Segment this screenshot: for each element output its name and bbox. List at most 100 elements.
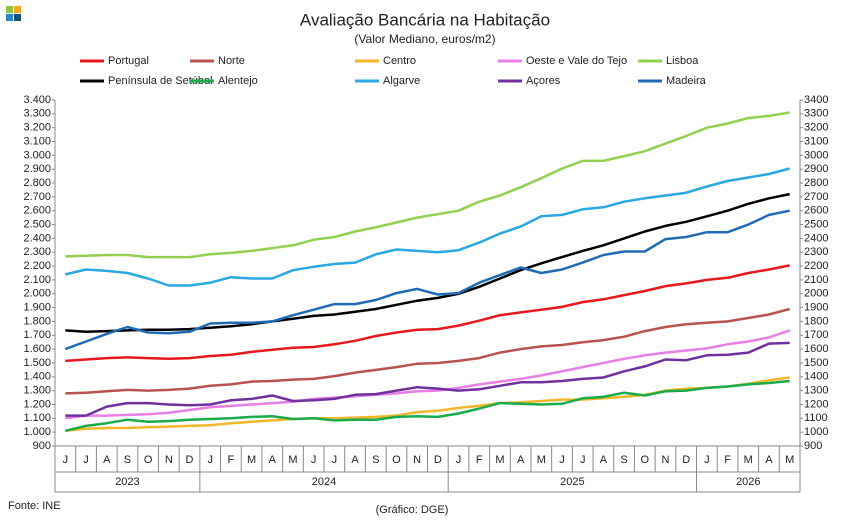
y2-tick-label: 1300	[804, 385, 828, 397]
logo	[6, 14, 13, 21]
x-tick-label: J	[207, 454, 213, 466]
logo	[14, 6, 21, 13]
y2-tick-label: 2100	[804, 274, 828, 286]
x-tick-label: A	[269, 454, 277, 466]
y-tick-label: 2.200	[23, 260, 51, 272]
x-tick-label: J	[704, 454, 710, 466]
y2-tick-label: 1200	[804, 398, 828, 410]
year-label: 2023	[115, 476, 139, 488]
y-tick-label: 2.700	[23, 191, 51, 203]
y-tick-label: 3.300	[23, 108, 51, 120]
y2-tick-label: 2500	[804, 218, 828, 230]
legend-label: Portugal	[108, 55, 149, 67]
y2-tick-label: 2200	[804, 260, 828, 272]
x-tick-label: N	[413, 454, 421, 466]
x-tick-label: F	[476, 454, 483, 466]
y2-tick-label: 2400	[804, 232, 828, 244]
legend-label: Centro	[383, 55, 416, 67]
x-tick-label: J	[63, 454, 69, 466]
x-tick-label: A	[103, 454, 111, 466]
legend-label: Madeira	[666, 75, 707, 87]
y2-tick-label: 1500	[804, 357, 828, 369]
y-tick-label: 1.200	[23, 398, 51, 410]
y2-tick-label: 1100	[804, 412, 828, 424]
x-tick-label: N	[662, 454, 670, 466]
x-tick-label: O	[144, 454, 153, 466]
y-tick-label: 3.200	[23, 122, 51, 134]
logo	[14, 14, 21, 21]
x-tick-label: N	[165, 454, 173, 466]
y2-tick-label: 3300	[804, 108, 828, 120]
y2-tick-label: 1800	[804, 315, 828, 327]
y2-tick-label: 2000	[804, 288, 828, 300]
x-tick-label: M	[288, 454, 297, 466]
x-tick-label: J	[332, 454, 338, 466]
x-tick-label: F	[724, 454, 731, 466]
y-tick-label: 1.900	[23, 302, 51, 314]
credit: (Gráfico: DGE)	[376, 504, 449, 516]
y-tick-label: 1.600	[23, 343, 51, 355]
y2-tick-label: 2800	[804, 177, 828, 189]
y2-tick-label: 1700	[804, 329, 828, 341]
x-tick-label: A	[765, 454, 773, 466]
y-tick-label: 2.600	[23, 205, 51, 217]
series-line	[64, 209, 790, 351]
y2-tick-label: 3400	[804, 94, 828, 106]
series-line	[65, 379, 790, 433]
y-tick-label: 900	[33, 440, 51, 452]
y-tick-label: 1.700	[23, 329, 51, 341]
x-tick-label: S	[620, 454, 627, 466]
legend-label: Península de Setúbal	[108, 75, 213, 87]
y-tick-label: 1.000	[23, 426, 51, 438]
y-tick-label: 3.400	[23, 94, 51, 106]
logo	[6, 6, 13, 13]
y-tick-label: 1.300	[23, 385, 51, 397]
y2-tick-label: 3200	[804, 122, 828, 134]
x-tick-label: J	[456, 454, 462, 466]
y-tick-label: 2.400	[23, 232, 51, 244]
y-tick-label: 2.900	[23, 163, 51, 175]
y-tick-label: 3.100	[23, 135, 51, 147]
y2-tick-label: 3000	[804, 149, 828, 161]
x-tick-label: M	[495, 454, 504, 466]
series-line	[65, 341, 790, 417]
series-line	[65, 192, 790, 334]
y-tick-label: 2.800	[23, 177, 51, 189]
x-tick-label: S	[124, 454, 131, 466]
x-tick-label: O	[392, 454, 401, 466]
chart-subtitle: (Valor Mediano, euros/m2)	[354, 32, 495, 46]
legend-label: Lisboa	[666, 55, 699, 67]
y2-tick-label: 1900	[804, 302, 828, 314]
year-label: 2024	[312, 476, 336, 488]
x-tick-label: S	[372, 454, 379, 466]
series-line	[65, 111, 790, 259]
y2-tick-label: 1400	[804, 371, 828, 383]
x-tick-label: M	[744, 454, 753, 466]
y2-tick-label: 2700	[804, 191, 828, 203]
y2-tick-label: 3100	[804, 135, 828, 147]
y-tick-label: 2.000	[23, 288, 51, 300]
x-tick-label: D	[682, 454, 690, 466]
y2-tick-label: 2900	[804, 163, 828, 175]
legend-label: Alentejo	[218, 75, 258, 87]
y2-tick-label: 1000	[804, 426, 828, 438]
x-tick-label: O	[641, 454, 650, 466]
y2-tick-label: 2600	[804, 205, 828, 217]
y-tick-label: 2.500	[23, 218, 51, 230]
x-tick-label: M	[785, 454, 794, 466]
series-line	[65, 264, 790, 363]
source: Fonte: INE	[8, 500, 61, 512]
y-tick-label: 2.100	[23, 274, 51, 286]
legend-label: Açores	[526, 75, 561, 87]
y-tick-label: 1.500	[23, 357, 51, 369]
legend-label: Oeste e Vale do Tejo	[526, 55, 627, 67]
y-tick-label: 1.100	[23, 412, 51, 424]
x-tick-label: A	[600, 454, 608, 466]
x-tick-label: M	[537, 454, 546, 466]
x-tick-label: A	[517, 454, 525, 466]
x-tick-label: M	[247, 454, 256, 466]
legend-label: Norte	[218, 55, 245, 67]
x-tick-label: F	[228, 454, 235, 466]
series-line	[65, 329, 791, 420]
series-line	[65, 167, 791, 287]
